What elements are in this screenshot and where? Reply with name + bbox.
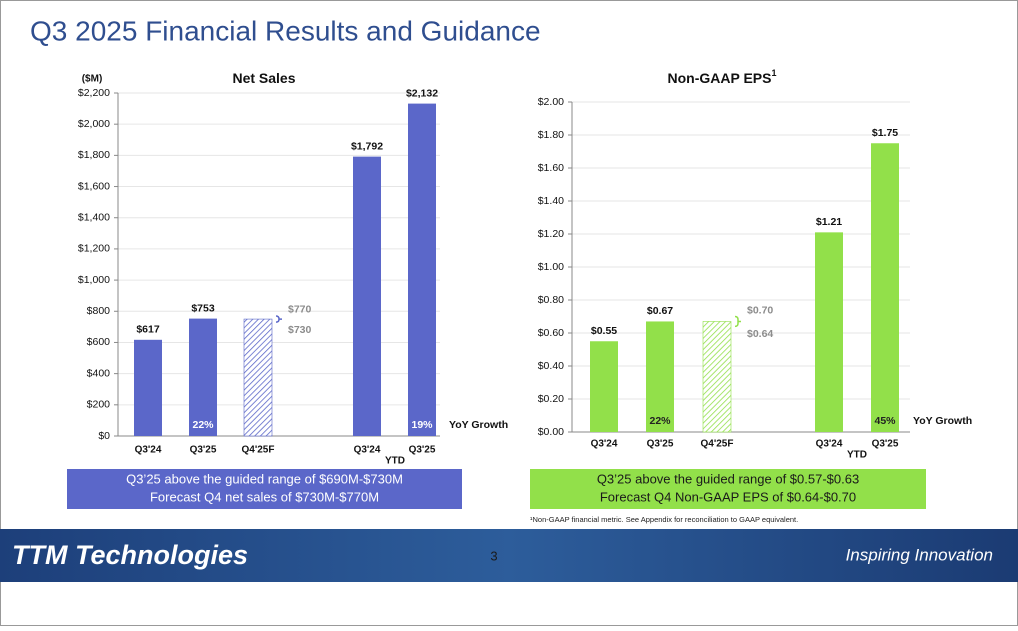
- footnote: ¹Non-GAAP financial metric. See Appendix…: [530, 515, 798, 524]
- y-tick-label: $1,200: [78, 243, 110, 255]
- x-tick-label: Q3'25: [647, 439, 674, 450]
- y-tick-label: $1.40: [538, 195, 564, 207]
- y-tick-label: $1,000: [78, 274, 110, 286]
- value-label: $2,132: [406, 87, 438, 99]
- y-tick-label: $1.80: [538, 129, 564, 141]
- group-label: YTD: [385, 456, 405, 467]
- growth-label: 45%: [874, 415, 896, 427]
- bar: [189, 318, 217, 436]
- growth-title: YoY Growth: [449, 419, 508, 431]
- value-label: $753: [191, 302, 215, 314]
- y-tick-label: $600: [87, 336, 111, 348]
- value-label: $0.55: [591, 325, 617, 337]
- value-label: $1.21: [816, 216, 842, 228]
- y-tick-label: $2,000: [78, 118, 110, 130]
- x-tick-label: Q3'24: [816, 439, 843, 450]
- bar: [590, 341, 618, 432]
- x-tick-label: Q3'24: [354, 445, 381, 456]
- y-tick-label: $2.00: [538, 96, 564, 108]
- guidance-low-label: $730: [288, 324, 312, 336]
- guidance-bracket: [275, 315, 282, 323]
- chart-title: Non-GAAP EPS1: [668, 68, 777, 85]
- y-tick-label: $1,600: [78, 180, 110, 192]
- x-tick-label: Q4'25F: [242, 445, 275, 456]
- chart-title-sup: 1: [771, 68, 776, 78]
- x-tick-label: Q3'24: [135, 445, 162, 456]
- bar: [408, 103, 436, 437]
- callout-box: [67, 469, 462, 509]
- y-tick-label: $2,200: [78, 87, 110, 99]
- y-tick-label: $400: [87, 367, 111, 379]
- guidance-low-label: $0.64: [747, 328, 773, 340]
- y-tick-label: $200: [87, 399, 111, 411]
- callout-box: [530, 469, 926, 509]
- value-label: $1.75: [872, 127, 898, 139]
- x-tick-label: Q3'24: [591, 439, 618, 450]
- chart-title-text: Non-GAAP EPS: [668, 70, 772, 86]
- x-tick-label: Q3'25: [872, 439, 899, 450]
- callout-line: Q3’25 above the guided range of $0.57-$0…: [597, 471, 859, 486]
- guidance-high-label: $770: [288, 304, 312, 316]
- x-tick-label: Q3'25: [409, 445, 436, 456]
- guidance-high-label: $0.70: [747, 304, 773, 316]
- growth-label: 19%: [411, 419, 433, 431]
- y-tick-label: $1.60: [538, 162, 564, 174]
- tagline: Inspiring Innovation: [846, 545, 993, 564]
- page-number: 3: [490, 548, 497, 563]
- forecast-bar: [702, 321, 732, 433]
- callout-line: Forecast Q4 net sales of $730M-$770M: [150, 489, 379, 504]
- guidance-bracket: [734, 315, 741, 328]
- callout-line: Q3’25 above the guided range of $690M-$7…: [126, 471, 403, 486]
- growth-title: YoY Growth: [913, 415, 972, 427]
- chart-title: Net Sales: [232, 70, 295, 86]
- y-tick-label: $0.60: [538, 327, 564, 339]
- footer-band: [0, 529, 1018, 582]
- slide-title: Q3 2025 Financial Results and Guidance: [30, 15, 541, 46]
- y-tick-label: $1.00: [538, 261, 564, 273]
- bar: [134, 339, 162, 436]
- y-tick-label: $1,800: [78, 149, 110, 161]
- y-tick-label: $0.00: [538, 426, 564, 438]
- callout-line: Forecast Q4 Non-GAAP EPS of $0.64-$0.70: [600, 489, 856, 504]
- y-tick-label: $0.20: [538, 393, 564, 405]
- bar: [871, 143, 899, 432]
- bar: [646, 321, 674, 432]
- y-tick-label: $1.20: [538, 228, 564, 240]
- y-tick-label: $0: [98, 430, 110, 442]
- x-tick-label: Q4'25F: [701, 439, 734, 450]
- growth-label: 22%: [649, 415, 671, 427]
- forecast-bar: [243, 318, 273, 437]
- growth-label: 22%: [192, 419, 214, 431]
- y-tick-label: $0.80: [538, 294, 564, 306]
- y-tick-label: $0.40: [538, 360, 564, 372]
- bar: [353, 156, 381, 437]
- value-label: $0.67: [647, 305, 673, 317]
- y-tick-label: $1,400: [78, 212, 110, 224]
- y-tick-label: $800: [87, 305, 111, 317]
- y-axis-label: ($M): [82, 74, 103, 85]
- bar: [815, 232, 843, 432]
- x-tick-label: Q3'25: [190, 445, 217, 456]
- value-label: $617: [136, 324, 160, 336]
- group-label: YTD: [847, 450, 867, 461]
- value-label: $1,792: [351, 140, 383, 152]
- chart-title-text: Net Sales: [232, 70, 295, 86]
- logo: TTM Technologies: [12, 540, 248, 570]
